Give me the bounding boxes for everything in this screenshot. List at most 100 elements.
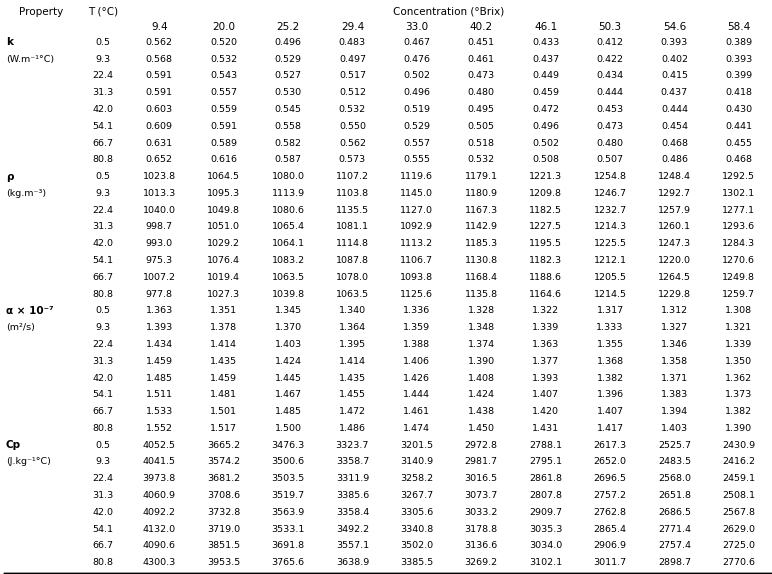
Text: 1.328: 1.328 (468, 307, 495, 315)
Text: 2865.4: 2865.4 (594, 525, 627, 534)
Text: 0.532: 0.532 (468, 156, 495, 164)
Text: 0.518: 0.518 (468, 138, 495, 148)
Text: 0.399: 0.399 (725, 71, 753, 80)
Text: 1087.8: 1087.8 (336, 256, 369, 265)
Text: 1125.6: 1125.6 (401, 290, 433, 298)
Text: 42.0: 42.0 (93, 239, 113, 249)
Text: 1.420: 1.420 (532, 407, 559, 416)
Text: 33.0: 33.0 (405, 22, 428, 32)
Text: 1135.8: 1135.8 (465, 290, 498, 298)
Text: 2770.6: 2770.6 (723, 558, 755, 567)
Text: 0.591: 0.591 (210, 122, 237, 131)
Text: 0.591: 0.591 (146, 71, 173, 80)
Text: 3073.7: 3073.7 (465, 491, 498, 500)
Text: 3358.7: 3358.7 (336, 457, 369, 467)
Text: 3323.7: 3323.7 (336, 441, 369, 449)
Text: 66.7: 66.7 (93, 138, 113, 148)
Text: 1007.2: 1007.2 (143, 273, 176, 282)
Text: 1.363: 1.363 (532, 340, 559, 349)
Text: 1.327: 1.327 (661, 323, 688, 332)
Text: 1.382: 1.382 (725, 407, 753, 416)
Text: 1080.6: 1080.6 (272, 205, 304, 215)
Text: 1106.7: 1106.7 (401, 256, 433, 265)
Text: 0.433: 0.433 (532, 38, 559, 47)
Text: 4300.3: 4300.3 (143, 558, 176, 567)
Text: 1293.6: 1293.6 (723, 223, 755, 231)
Text: 0.557: 0.557 (210, 88, 237, 97)
Text: 1.485: 1.485 (146, 374, 173, 382)
Text: 1.321: 1.321 (725, 323, 753, 332)
Text: 0.415: 0.415 (661, 71, 688, 80)
Text: 1168.4: 1168.4 (465, 273, 498, 282)
Text: 1.485: 1.485 (275, 407, 302, 416)
Text: 0.517: 0.517 (339, 71, 366, 80)
Text: 0.473: 0.473 (468, 71, 495, 80)
Text: 1212.1: 1212.1 (594, 256, 627, 265)
Text: 0.502: 0.502 (532, 138, 559, 148)
Text: 1185.3: 1185.3 (465, 239, 498, 249)
Text: 1220.0: 1220.0 (658, 256, 691, 265)
Text: 1.395: 1.395 (339, 340, 366, 349)
Text: 2483.5: 2483.5 (658, 457, 691, 467)
Text: 3358.4: 3358.4 (336, 508, 369, 517)
Text: 25.2: 25.2 (276, 22, 300, 32)
Text: 1.370: 1.370 (274, 323, 302, 332)
Text: 1.333: 1.333 (596, 323, 624, 332)
Text: 975.3: 975.3 (146, 256, 173, 265)
Text: 3016.5: 3016.5 (465, 474, 498, 483)
Text: 42.0: 42.0 (93, 105, 113, 114)
Text: 80.8: 80.8 (93, 558, 113, 567)
Text: 2909.7: 2909.7 (529, 508, 562, 517)
Text: 22.4: 22.4 (93, 340, 113, 349)
Text: 3500.6: 3500.6 (272, 457, 305, 467)
Text: 1214.3: 1214.3 (594, 223, 627, 231)
Text: 0.496: 0.496 (532, 122, 559, 131)
Text: 1.390: 1.390 (725, 424, 753, 433)
Text: 1092.9: 1092.9 (401, 223, 433, 231)
Text: 1.403: 1.403 (661, 424, 688, 433)
Text: 2567.8: 2567.8 (723, 508, 755, 517)
Text: 0.573: 0.573 (339, 156, 366, 164)
Text: 2807.8: 2807.8 (529, 491, 562, 500)
Text: 1145.0: 1145.0 (401, 189, 433, 198)
Text: 1.431: 1.431 (532, 424, 559, 433)
Text: 1119.6: 1119.6 (401, 172, 433, 181)
Text: 1.363: 1.363 (146, 307, 173, 315)
Text: 0.480: 0.480 (468, 88, 495, 97)
Text: 1214.5: 1214.5 (594, 290, 627, 298)
Text: 1277.1: 1277.1 (723, 205, 755, 215)
Text: 50.3: 50.3 (598, 22, 621, 32)
Text: 1.396: 1.396 (597, 390, 624, 400)
Text: 1.459: 1.459 (146, 356, 173, 366)
Text: 2651.8: 2651.8 (658, 491, 691, 500)
Text: 1.438: 1.438 (468, 407, 495, 416)
Text: 3557.1: 3557.1 (336, 541, 369, 550)
Text: 1167.3: 1167.3 (465, 205, 498, 215)
Text: 2861.8: 2861.8 (529, 474, 562, 483)
Text: 1.340: 1.340 (339, 307, 366, 315)
Text: 1232.7: 1232.7 (594, 205, 627, 215)
Text: 4060.9: 4060.9 (143, 491, 176, 500)
Text: 1259.7: 1259.7 (723, 290, 755, 298)
Text: 3953.5: 3953.5 (207, 558, 240, 567)
Text: 1.322: 1.322 (532, 307, 559, 315)
Text: 2459.1: 2459.1 (723, 474, 755, 483)
Text: 0.480: 0.480 (597, 138, 624, 148)
Text: 1.312: 1.312 (661, 307, 688, 315)
Text: 0.609: 0.609 (146, 122, 173, 131)
Text: 9.3: 9.3 (96, 323, 110, 332)
Text: 0.468: 0.468 (726, 156, 752, 164)
Text: 1229.8: 1229.8 (658, 290, 691, 298)
Text: 66.7: 66.7 (93, 273, 113, 282)
Text: 993.0: 993.0 (146, 239, 173, 249)
Text: 2525.7: 2525.7 (658, 441, 691, 449)
Text: 0.507: 0.507 (597, 156, 624, 164)
Text: 1.345: 1.345 (274, 307, 302, 315)
Text: 3340.8: 3340.8 (400, 525, 433, 534)
Text: 54.6: 54.6 (663, 22, 686, 32)
Text: 54.1: 54.1 (93, 525, 113, 534)
Text: 0.5: 0.5 (96, 38, 110, 47)
Text: 0.437: 0.437 (532, 55, 559, 64)
Text: 1292.7: 1292.7 (658, 189, 691, 198)
Text: 0.5: 0.5 (96, 172, 110, 181)
